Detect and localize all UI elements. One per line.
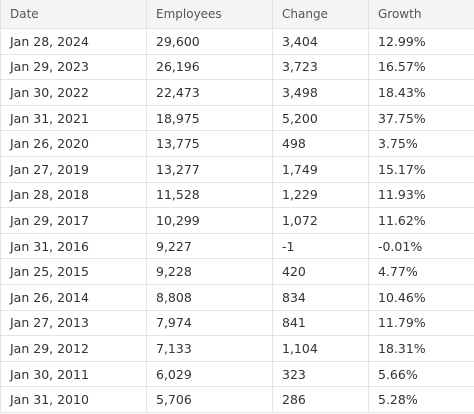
table-cell: 10,299 — [146, 207, 273, 234]
table-cell: 1,104 — [272, 335, 369, 362]
table-cell: Jan 31, 2016 — [0, 232, 147, 260]
table-cell: 1,072 — [272, 207, 369, 234]
table-cell: Jan 31, 2010 — [0, 386, 147, 413]
table-cell: -1 — [272, 232, 369, 260]
table-cell: Jan 27, 2013 — [0, 309, 147, 337]
table-row: Jan 27, 2019 13,277 1,749 15.17% — [0, 155, 474, 183]
table-cell: 22,473 — [146, 79, 273, 106]
table-cell: 1,749 — [272, 155, 369, 183]
table-cell: 37.75% — [368, 104, 474, 132]
table-cell: 8,808 — [146, 283, 273, 311]
table-cell: 3,404 — [272, 28, 369, 55]
table-cell: 18.31% — [368, 335, 474, 362]
table-cell: 11.93% — [368, 181, 474, 209]
table-cell: 11.79% — [368, 309, 474, 337]
table-cell: 13,775 — [146, 130, 273, 157]
table-cell: 3,723 — [272, 53, 369, 81]
table-cell: 5.66% — [368, 360, 474, 388]
table-cell: 18.43% — [368, 79, 474, 106]
table-cell: 11.62% — [368, 207, 474, 234]
table-cell: 6,029 — [146, 360, 273, 388]
table-cell: Jan 27, 2019 — [0, 155, 147, 183]
table-cell: 26,196 — [146, 53, 273, 81]
table-cell: 498 — [272, 130, 369, 157]
table-cell: 5,200 — [272, 104, 369, 132]
column-header: Change — [272, 0, 369, 29]
table-cell: 11,528 — [146, 181, 273, 209]
table-row: Jan 30, 2011 6,029 323 5.66% — [0, 360, 474, 388]
table-cell: Jan 30, 2011 — [0, 360, 147, 388]
table-cell: 13,277 — [146, 155, 273, 183]
table-cell: Jan 31, 2021 — [0, 104, 147, 132]
table-row: Jan 29, 2017 10,299 1,072 11.62% — [0, 207, 474, 234]
table-row: Jan 26, 2020 13,775 498 3.75% — [0, 130, 474, 157]
column-header: Employees — [146, 0, 273, 29]
table-cell: 420 — [272, 258, 369, 285]
table-cell: 4.77% — [368, 258, 474, 285]
header-row: Date Employees Change Growth — [0, 0, 474, 29]
table-cell: -0.01% — [368, 232, 474, 260]
table-cell: 841 — [272, 309, 369, 337]
table-cell: Jan 25, 2015 — [0, 258, 147, 285]
column-header: Date — [0, 0, 147, 29]
table-cell: 3,498 — [272, 79, 369, 106]
column-header: Growth — [368, 0, 474, 29]
table-cell: 3.75% — [368, 130, 474, 157]
table-row: Jan 26, 2014 8,808 834 10.46% — [0, 283, 474, 311]
table-cell: Jan 28, 2024 — [0, 28, 147, 55]
table-cell: Jan 26, 2020 — [0, 130, 147, 157]
table-cell: Jan 26, 2014 — [0, 283, 147, 311]
table-cell: Jan 30, 2022 — [0, 79, 147, 106]
table-cell: 834 — [272, 283, 369, 311]
table-cell: Jan 28, 2018 — [0, 181, 147, 209]
table-row: Jan 28, 2024 29,600 3,404 12.99% — [0, 28, 474, 55]
table-row: Jan 31, 2010 5,706 286 5.28% — [0, 386, 474, 413]
table-row: Jan 29, 2023 26,196 3,723 16.57% — [0, 53, 474, 81]
table-cell: Jan 29, 2012 — [0, 335, 147, 362]
table-row: Jan 25, 2015 9,228 420 4.77% — [0, 258, 474, 285]
table-row: Jan 31, 2016 9,227 -1 -0.01% — [0, 232, 474, 260]
table-cell: 1,229 — [272, 181, 369, 209]
table-cell: 7,974 — [146, 309, 273, 337]
table-row: Jan 29, 2012 7,133 1,104 18.31% — [0, 335, 474, 362]
table-row: Jan 27, 2013 7,974 841 11.79% — [0, 309, 474, 337]
table-cell: Jan 29, 2023 — [0, 53, 147, 81]
table-cell: 18,975 — [146, 104, 273, 132]
table-row: Jan 30, 2022 22,473 3,498 18.43% — [0, 79, 474, 106]
table-cell: 7,133 — [146, 335, 273, 362]
table-cell: 323 — [272, 360, 369, 388]
table-cell: 286 — [272, 386, 369, 413]
table-row: Jan 28, 2018 11,528 1,229 11.93% — [0, 181, 474, 209]
table-cell: 5.28% — [368, 386, 474, 413]
table-cell: Jan 29, 2017 — [0, 207, 147, 234]
table-header: Date Employees Change Growth — [0, 0, 474, 29]
table-row: Jan 31, 2021 18,975 5,200 37.75% — [0, 104, 474, 132]
table-cell: 16.57% — [368, 53, 474, 81]
table-cell: 29,600 — [146, 28, 273, 55]
table-cell: 5,706 — [146, 386, 273, 413]
table-cell: 10.46% — [368, 283, 474, 311]
table-body: Jan 28, 2024 29,600 3,404 12.99% Jan 29, 202… — [0, 28, 474, 413]
table-cell: 9,227 — [146, 232, 273, 260]
table-cell: 15.17% — [368, 155, 474, 183]
table-cell: 12.99% — [368, 28, 474, 55]
table-cell: 9,228 — [146, 258, 273, 285]
